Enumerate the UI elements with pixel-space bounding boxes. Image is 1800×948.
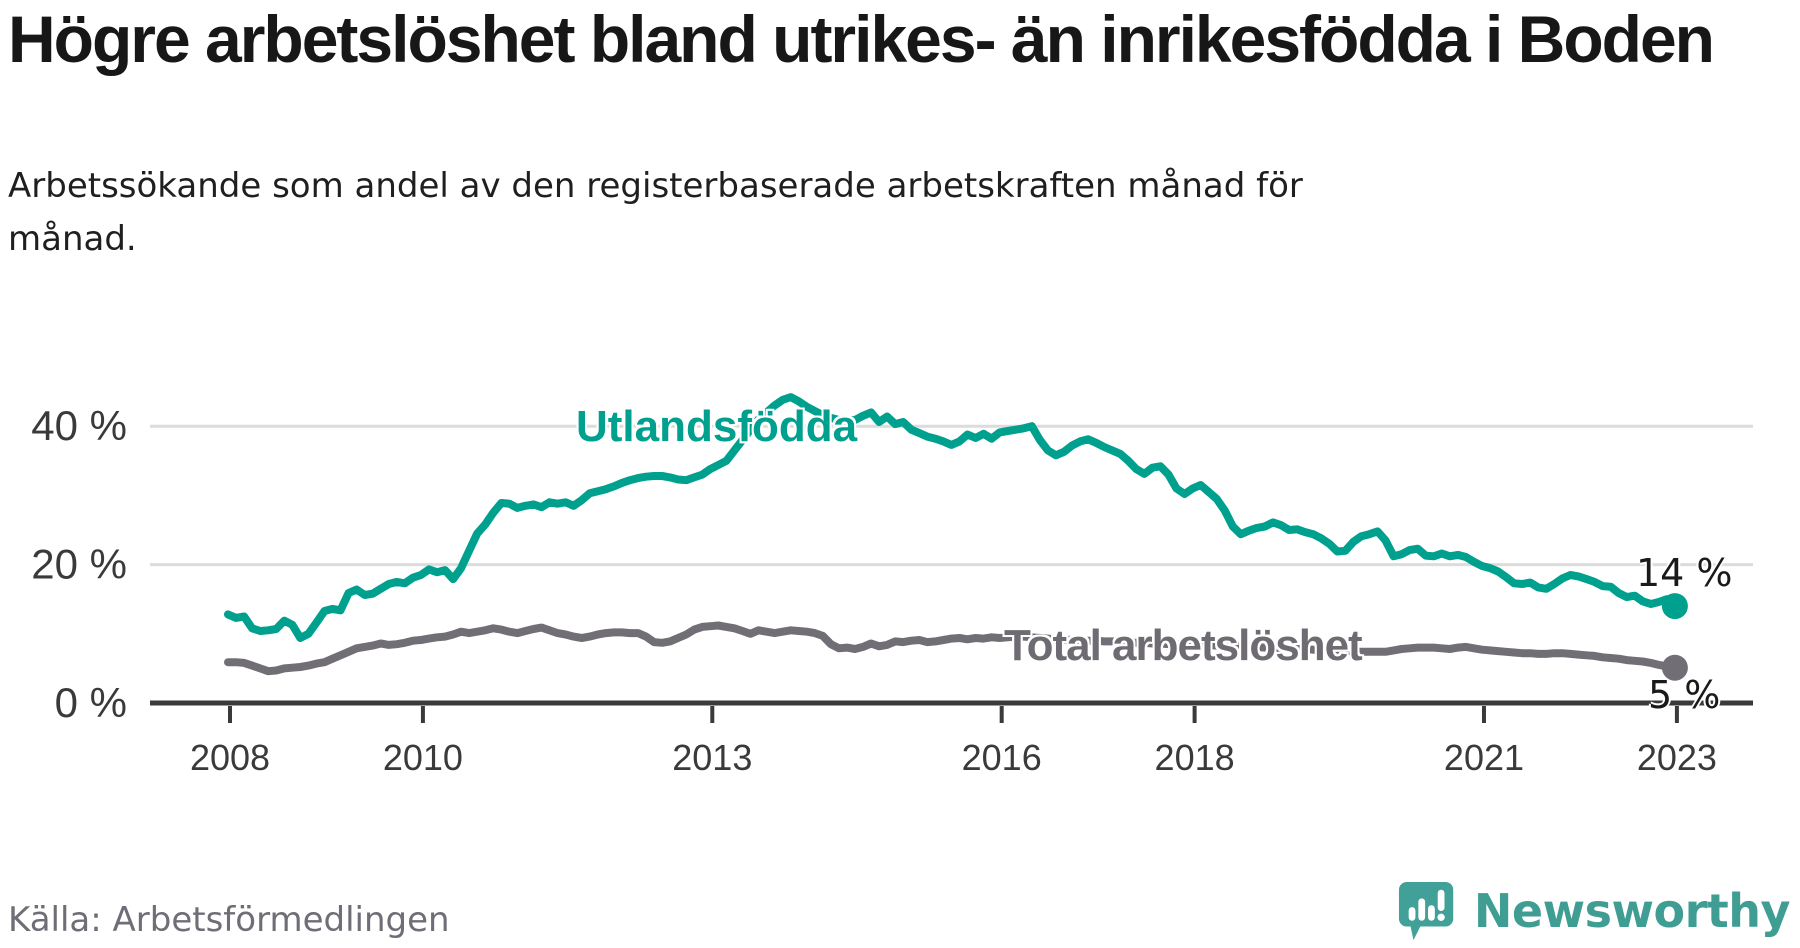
newsworthy-wordmark: Newsworthy — [1473, 884, 1791, 938]
newsworthy-logo-icon — [1398, 881, 1454, 941]
end-value-label-utlandsfodda: 14 % — [1636, 551, 1733, 595]
svg-text:40 %: 40 % — [31, 402, 127, 449]
chart-subtitle: Arbetssökande som andel av den registerb… — [8, 166, 1303, 259]
newsworthy-brand[interactable]: Newsworthy — [1398, 880, 1791, 942]
svg-text:2023: 2023 — [1637, 737, 1717, 778]
source-text: Källa: Arbetsförmedlingen — [8, 900, 450, 940]
svg-text:2010: 2010 — [383, 737, 463, 778]
svg-text:0 %: 0 % — [55, 679, 127, 726]
svg-text:20 %: 20 % — [31, 541, 127, 588]
series-label-total-arbetsloshet: Total arbetslöshet — [1004, 621, 1363, 670]
end-value-label-total: 5 % — [1648, 673, 1721, 717]
svg-text:2021: 2021 — [1444, 737, 1524, 778]
svg-text:2016: 2016 — [962, 737, 1042, 778]
svg-text:2008: 2008 — [190, 737, 270, 778]
svg-text:2018: 2018 — [1155, 737, 1235, 778]
svg-text:2013: 2013 — [672, 737, 752, 778]
series-label-utlandsfodda: Utlandsfödda — [576, 402, 858, 451]
page-title: Högre arbetslöshet bland utrikes- än inr… — [8, 2, 1715, 76]
